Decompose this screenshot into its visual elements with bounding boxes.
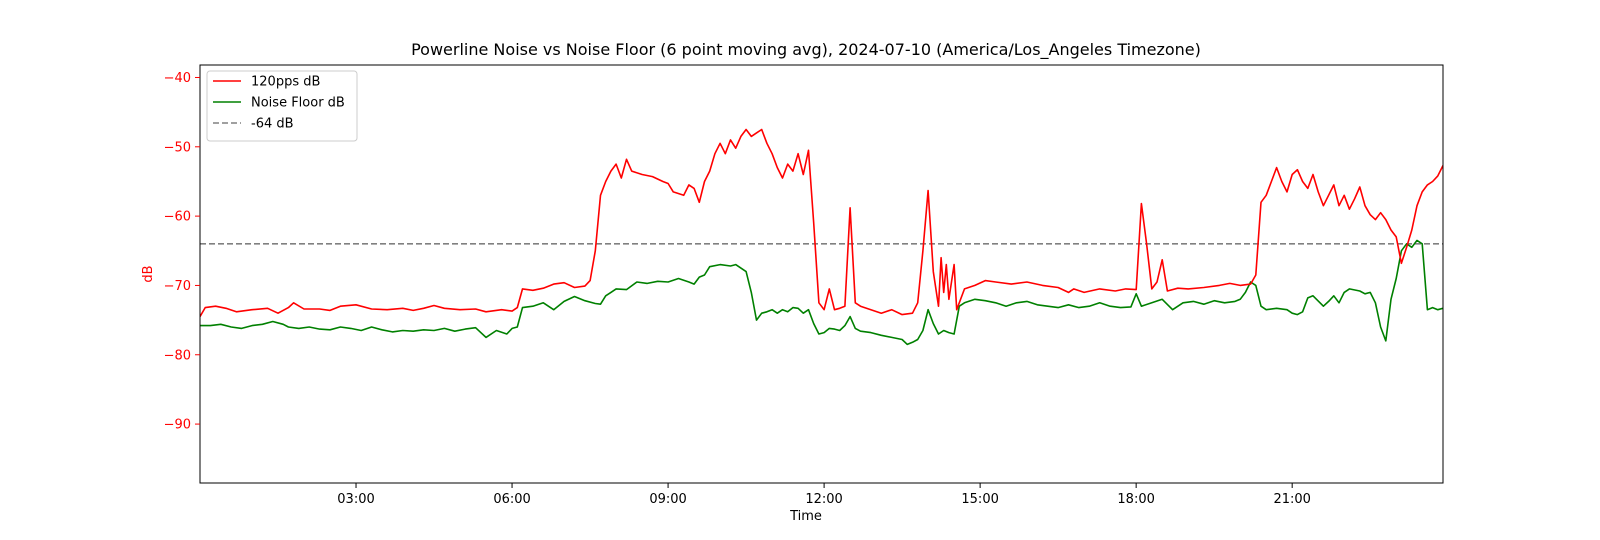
y-tick-label: −40 <box>164 71 191 86</box>
y-axis: −90 −80 −70 −60 −50 −40 <box>164 71 200 433</box>
x-tick-label: 15:00 <box>961 492 998 507</box>
x-tick-label: 09:00 <box>649 492 686 507</box>
x-tick-label: 03:00 <box>337 492 374 507</box>
y-tick-label: −80 <box>164 348 191 363</box>
legend-box <box>206 70 358 142</box>
x-tick-label: 12:00 <box>805 492 842 507</box>
y-tick-label: −90 <box>164 418 191 433</box>
legend: 120pps dB Noise Floor dB -64 dB <box>206 70 358 142</box>
x-axis: 03:00 06:00 09:00 12:00 15:00 18:00 21:00 <box>337 483 1311 507</box>
x-axis-title: Time <box>789 509 822 524</box>
series-line-1 <box>200 239 1443 346</box>
y-axis-title: dB <box>141 265 156 282</box>
legend-label: 120pps dB <box>251 75 320 90</box>
legend-label: Noise Floor dB <box>251 96 345 111</box>
x-tick-label: 21:00 <box>1273 492 1310 507</box>
x-tick-label: 06:00 <box>493 492 530 507</box>
plot-frame <box>199 64 1444 484</box>
y-tick-label: −70 <box>164 279 191 294</box>
x-tick-label: 18:00 <box>1117 492 1154 507</box>
series-layer <box>200 128 1443 346</box>
y-tick-label: −60 <box>164 210 191 225</box>
plot-background <box>200 65 1443 483</box>
chart-title: Powerline Noise vs Noise Floor (6 point … <box>411 40 1201 60</box>
series-line-0 <box>200 128 1443 318</box>
y-tick-label: −50 <box>164 140 191 155</box>
plot-area <box>199 64 1444 484</box>
legend-label: -64 dB <box>251 117 294 132</box>
